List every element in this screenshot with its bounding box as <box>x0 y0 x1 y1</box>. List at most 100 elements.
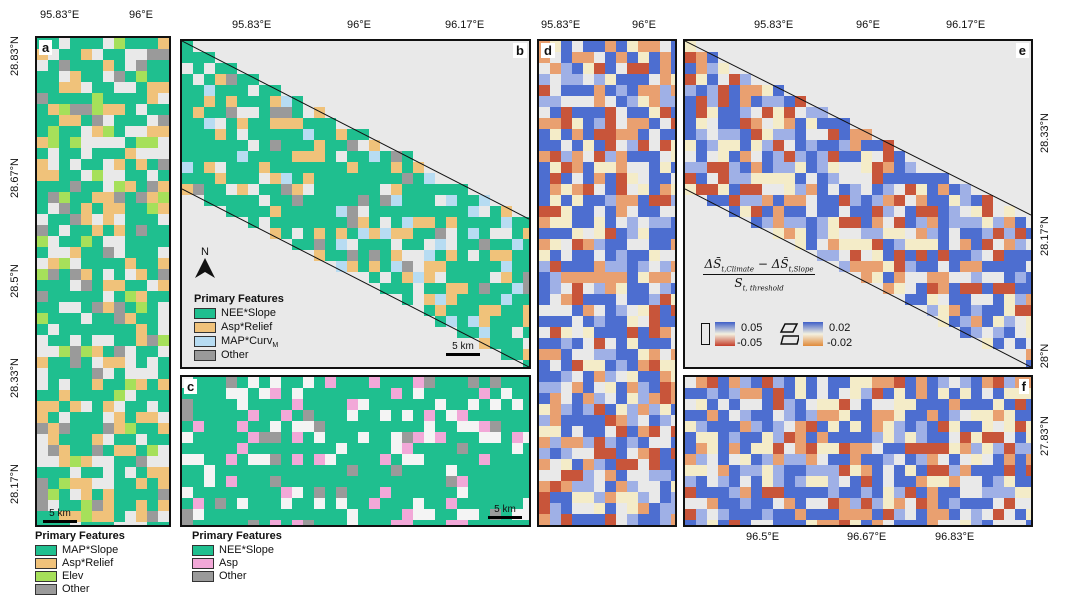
map-panel-d: d <box>537 39 677 527</box>
raster-cell <box>905 476 916 487</box>
raster-cell <box>391 151 402 162</box>
raster-cell <box>193 443 204 454</box>
raster-cell <box>751 96 762 107</box>
raster-cell <box>347 140 358 151</box>
raster-cell <box>550 437 561 448</box>
raster-cell <box>795 228 806 239</box>
raster-cell <box>949 509 960 520</box>
raster-cell <box>501 217 512 228</box>
raster-cell <box>616 349 627 360</box>
raster-cell <box>37 280 48 291</box>
raster-cell <box>795 520 806 525</box>
raster-cell <box>550 492 561 503</box>
raster-cell <box>70 401 81 412</box>
raster-cell <box>916 250 927 261</box>
raster-cell <box>572 294 583 305</box>
raster-cell <box>627 492 638 503</box>
raster-cell <box>158 291 169 302</box>
raster-cell <box>850 151 861 162</box>
raster-cell <box>550 349 561 360</box>
raster-cell <box>971 305 982 316</box>
raster-cell <box>490 338 501 349</box>
raster-cell <box>292 118 303 129</box>
raster-cell <box>649 206 660 217</box>
raster-cell <box>638 360 649 371</box>
raster-cell <box>402 173 413 184</box>
raster-cell <box>550 195 561 206</box>
raster-cell <box>817 206 828 217</box>
raster-cell <box>638 195 649 206</box>
raster-cell <box>949 465 960 476</box>
raster-cell <box>125 302 136 313</box>
raster-cell <box>37 225 48 236</box>
raster-cell <box>850 410 861 421</box>
raster-cell <box>685 184 696 195</box>
raster-cell <box>215 63 226 74</box>
raster-cell <box>457 432 468 443</box>
raster-cell <box>259 509 270 520</box>
raster-cell <box>512 377 523 388</box>
raster-cell <box>660 63 671 74</box>
raster-cell <box>539 96 550 107</box>
raster-cell <box>259 520 270 525</box>
raster-cell <box>784 118 795 129</box>
raster-cell <box>314 173 325 184</box>
raster-cell <box>638 85 649 96</box>
raster-cell <box>347 129 358 140</box>
raster-cell <box>336 129 347 140</box>
raster-cell <box>226 498 237 509</box>
raster-cell <box>325 250 336 261</box>
raster-cell <box>391 476 402 487</box>
raster-cell <box>638 184 649 195</box>
raster-cell <box>59 478 70 489</box>
raster-cell <box>649 52 660 63</box>
raster-cell <box>594 140 605 151</box>
raster-cell <box>550 206 561 217</box>
raster-cell <box>905 206 916 217</box>
raster-cell <box>539 338 550 349</box>
raster-cell <box>872 509 883 520</box>
raster-cell <box>259 443 270 454</box>
raster-cell <box>59 511 70 522</box>
raster-cell <box>103 49 114 60</box>
raster-cell <box>92 346 103 357</box>
raster-cell <box>916 294 927 305</box>
raster-cell <box>303 173 314 184</box>
raster-cell <box>583 272 594 283</box>
raster-cell <box>325 239 336 250</box>
raster-cell <box>70 82 81 93</box>
raster-cell <box>784 173 795 184</box>
raster-cell <box>883 195 894 206</box>
raster-cell <box>982 283 993 294</box>
raster-cell <box>314 465 325 476</box>
raster-cell <box>336 465 347 476</box>
raster-cell <box>971 283 982 294</box>
raster-cell <box>237 162 248 173</box>
raster-cell <box>479 316 490 327</box>
raster-cell <box>806 509 817 520</box>
raster-cell <box>204 454 215 465</box>
raster-cell <box>539 118 550 129</box>
raster-cell <box>402 377 413 388</box>
raster-cell <box>402 432 413 443</box>
raster-cell <box>671 239 675 250</box>
raster-cell <box>48 313 59 324</box>
raster-cell <box>671 382 675 393</box>
raster-cell <box>561 470 572 481</box>
raster-cell <box>594 118 605 129</box>
raster-cell <box>1015 476 1026 487</box>
raster-cell <box>806 432 817 443</box>
raster-cell <box>325 443 336 454</box>
raster-cell <box>424 305 435 316</box>
raster-cell <box>539 250 550 261</box>
raster-cell <box>583 250 594 261</box>
raster-cell <box>37 269 48 280</box>
raster-cell <box>70 390 81 401</box>
raster-cell <box>347 195 358 206</box>
raster-cell <box>391 283 402 294</box>
raster-cell <box>114 159 125 170</box>
raster-cell <box>817 140 828 151</box>
raster-cell <box>468 432 479 443</box>
raster-cell <box>193 107 204 118</box>
panel-b-legend-title: Primary Features <box>194 293 284 305</box>
